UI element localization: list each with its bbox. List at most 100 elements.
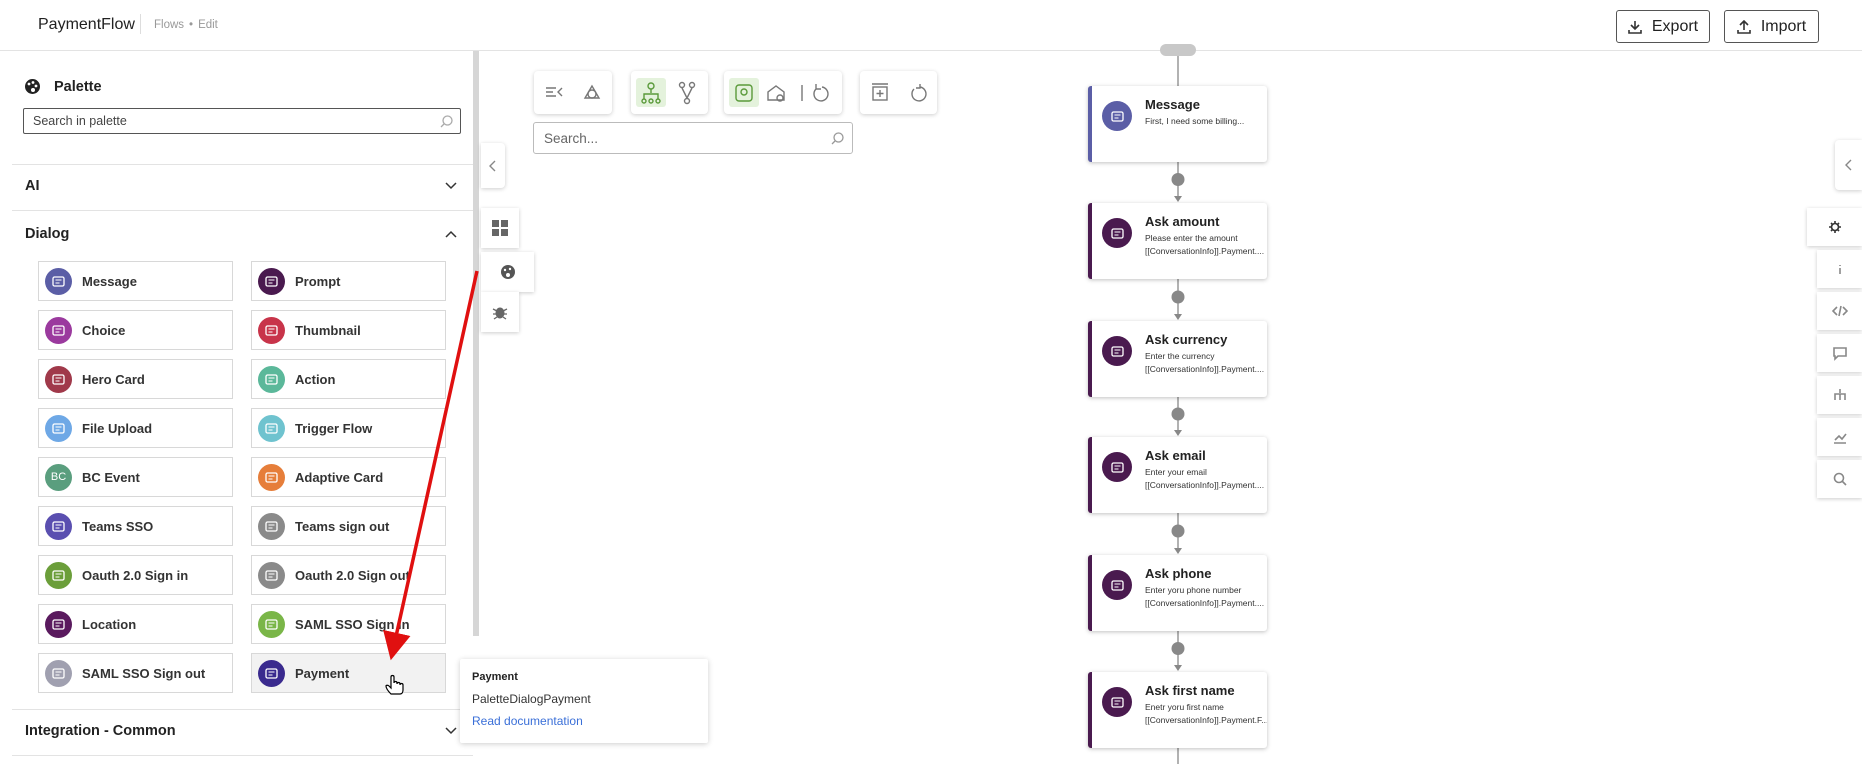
item-label: Teams SSO [82,518,154,534]
edge-arrow [1174,314,1182,320]
side-button[interactable] [1817,376,1862,414]
palette-item[interactable]: Action [251,359,446,399]
palette-item[interactable]: Hero Card [38,359,233,399]
edge-arrow [1174,665,1182,671]
divider [12,709,473,710]
chevron [489,160,496,171]
glyph [1833,389,1846,400]
crumb[interactable]: Flows [154,19,185,31]
button-label: Import [1760,17,1807,35]
palette-search[interactable]: Search in palette [23,108,461,134]
tooltip-link[interactable]: Read documentation [472,714,583,728]
palette-item[interactable]: Teams sign out [251,506,446,546]
item-icon [258,316,285,344]
tab-components[interactable] [481,208,519,248]
palette-item[interactable]: Choice [38,310,233,350]
node-text: [[ConversationInfo]].Payment.... [1145,246,1265,256]
flow-node[interactable]: Ask email Enter your email [[ConversationI… [1088,437,1267,513]
scrollbar[interactable] [473,51,479,636]
glyph [268,278,275,284]
node-icon [1102,336,1132,366]
item-glyph [1110,110,1124,122]
import-button[interactable]: Import [1724,10,1819,43]
tab-debug[interactable] [481,292,519,332]
section-header[interactable]: Dialog [25,226,70,242]
glyph [55,523,62,529]
palette-item[interactable]: Payment [251,653,446,693]
palette-item[interactable]: Prompt [251,261,446,301]
gear-icon [1828,221,1841,233]
tab-palette[interactable] [481,252,534,292]
node-title: Ask currency [1145,332,1228,347]
section-header[interactable]: AI [25,178,40,194]
glyph [55,278,62,284]
palette-item[interactable]: Trigger Flow [251,408,446,448]
palette-item[interactable]: Message [38,261,233,301]
palette-item[interactable]: Oauth 2.0 Sign out [251,555,446,595]
side-button[interactable] [1817,418,1862,456]
glyph [268,327,275,333]
tooltip-title: Payment [472,671,518,683]
edge-joint [1171,642,1185,655]
glyph [1828,221,1841,233]
palette-item[interactable]: BC BC Event [38,457,233,497]
item-glyph [1110,345,1124,357]
palette-item[interactable]: Location [38,604,233,644]
palette-item[interactable]: Oauth 2.0 Sign in [38,555,233,595]
palette-item[interactable]: Thumbnail [251,310,446,350]
side-button[interactable] [1817,334,1862,372]
item-glyph [265,471,278,483]
section-chevron [445,230,457,238]
palette-item[interactable]: SAML SSO Sign in [251,604,446,644]
glyph [1832,347,1847,361]
section-header[interactable]: Integration - Common [25,723,176,739]
item-icon [258,365,285,393]
palette-item[interactable]: SAML SSO Sign out [38,653,233,693]
item-label: File Upload [82,420,153,436]
glyph [265,471,278,483]
toolbar-group [631,71,708,114]
item-icon [258,267,285,295]
side-button[interactable] [1807,208,1862,246]
palette-item[interactable]: Adaptive Card [251,457,446,497]
item-label: Hero Card [82,371,145,387]
glyph [1830,222,1839,232]
flow-node[interactable]: Ask phone Enter yoru phone number [[Conver… [1088,555,1267,631]
item-icon [45,561,72,589]
palette-icon [500,265,515,279]
header: PaymentFlow Flows • Edit Export Import [0,0,1862,51]
glyph [1110,110,1124,122]
collapse-left[interactable] [481,143,505,188]
item-glyph [52,275,65,287]
glyph [265,324,278,336]
node-title: Ask first name [1145,683,1235,698]
item-glyph [265,373,278,385]
collapse-right[interactable] [1835,140,1862,190]
side-button[interactable] [1817,250,1862,288]
flow-node[interactable]: Ask amount Please enter the amount [[Conve… [1088,203,1267,279]
flow-node[interactable]: Ask currency Enter the currency [[Conversa… [1088,321,1267,397]
palette-icon [25,79,40,94]
node-text: First, I need some billing... [1145,116,1245,126]
flow-node[interactable]: Message First, I need some billing... [1088,86,1267,162]
item-label: SAML SSO Sign in [295,616,410,632]
flow-node[interactable]: Ask first name Enetr yoru first name [[Con… [1088,672,1267,748]
divider [12,210,473,211]
icon-text: BC [50,471,67,483]
glyph [52,618,65,630]
side-button[interactable] [1817,460,1862,498]
palette-item[interactable]: File Upload [38,408,233,448]
edge-arrow [1174,548,1182,554]
node-icon [1102,570,1132,600]
palette-item[interactable]: Teams SSO [38,506,233,546]
export-button[interactable]: Export [1616,10,1710,43]
glyph [265,422,278,434]
breadcrumb: Flows • Edit [154,19,218,31]
item-glyph [265,618,278,630]
canvas-search[interactable]: Search... [533,122,853,154]
glyph [1831,305,1848,317]
node-text: Enter yoru phone number [1145,585,1242,595]
side-button[interactable] [1817,292,1862,330]
item-icon [258,659,285,687]
